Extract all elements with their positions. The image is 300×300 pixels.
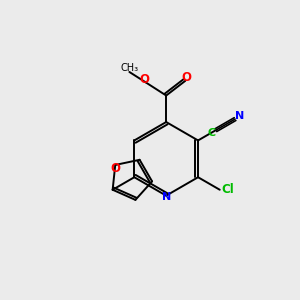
Text: Cl: Cl bbox=[221, 183, 234, 196]
Text: O: O bbox=[182, 71, 192, 84]
Text: N: N bbox=[235, 111, 244, 122]
Text: CH₃: CH₃ bbox=[120, 63, 139, 74]
Text: C: C bbox=[207, 128, 215, 138]
Text: O: O bbox=[110, 162, 120, 175]
Text: O: O bbox=[139, 74, 149, 86]
Text: N: N bbox=[162, 192, 171, 202]
